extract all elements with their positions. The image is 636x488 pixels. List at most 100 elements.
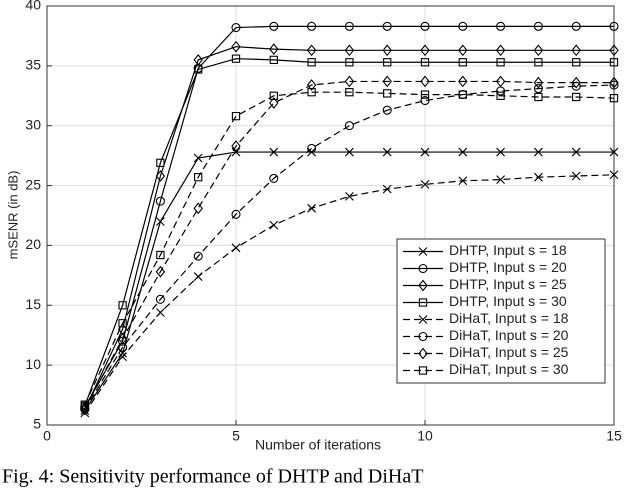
marker xyxy=(269,91,278,100)
marker xyxy=(307,88,316,97)
marker xyxy=(495,44,506,57)
x-tick-label: 5 xyxy=(232,428,240,444)
marker xyxy=(383,89,392,98)
marker xyxy=(496,58,505,67)
marker xyxy=(534,172,543,182)
marker xyxy=(269,43,279,55)
marker xyxy=(534,147,543,157)
marker xyxy=(306,44,317,57)
marker xyxy=(117,332,128,345)
marker xyxy=(496,21,506,31)
x-tick-label: 15 xyxy=(606,428,622,444)
marker xyxy=(496,175,505,184)
marker xyxy=(193,272,203,281)
marker xyxy=(269,147,279,157)
marker xyxy=(420,58,430,67)
marker xyxy=(533,44,544,57)
marker xyxy=(572,92,581,102)
marker xyxy=(383,58,392,67)
legend-marker xyxy=(418,279,428,292)
marker xyxy=(572,58,581,67)
y-axis-label: mSENR (in dB) xyxy=(5,171,20,260)
marker xyxy=(344,21,354,31)
marker xyxy=(420,21,430,31)
y-tick-label: 30 xyxy=(25,116,41,132)
legend-marker xyxy=(418,331,428,342)
marker xyxy=(420,90,430,99)
marker xyxy=(420,147,430,157)
series-line xyxy=(84,80,614,409)
marker xyxy=(534,58,543,67)
marker xyxy=(194,65,203,74)
legend-label: DiHaT, Input s = 18 xyxy=(449,310,569,326)
marker xyxy=(231,111,241,121)
marker xyxy=(382,44,392,57)
marker xyxy=(533,21,543,31)
marker xyxy=(344,44,355,57)
y-tick-label: 10 xyxy=(25,356,41,372)
marker xyxy=(118,319,127,328)
marker xyxy=(458,58,467,67)
legend-marker xyxy=(418,366,428,375)
marker xyxy=(458,75,468,88)
y-tick-label: 40 xyxy=(25,0,41,13)
marker xyxy=(571,76,581,89)
marker xyxy=(269,97,279,109)
marker xyxy=(458,90,467,99)
marker xyxy=(420,75,430,88)
marker xyxy=(80,400,89,409)
marker xyxy=(458,21,468,31)
marker xyxy=(306,79,317,91)
marker xyxy=(496,147,505,157)
x-tick-label: 10 xyxy=(417,428,433,444)
marker xyxy=(194,173,203,182)
marker xyxy=(533,76,544,89)
marker xyxy=(571,171,581,181)
marker xyxy=(609,44,619,57)
legend-label: DiHaT, Input s = 30 xyxy=(449,361,569,377)
marker xyxy=(571,21,581,31)
series-line xyxy=(84,84,615,410)
series-line xyxy=(84,174,615,414)
y-tick-label: 5 xyxy=(33,416,41,432)
marker xyxy=(420,179,430,189)
marker xyxy=(231,54,241,63)
plot-frame xyxy=(46,5,615,426)
legend-label: DiHaT, Input s = 25 xyxy=(449,344,569,360)
marker xyxy=(156,250,165,260)
marker xyxy=(571,147,581,157)
series-line xyxy=(84,58,614,407)
marker xyxy=(193,53,203,66)
marker xyxy=(307,203,316,213)
marker xyxy=(231,243,241,253)
legend-label: DHTP, Input s = 18 xyxy=(449,242,567,258)
marker xyxy=(345,191,354,201)
marker xyxy=(269,173,279,183)
legend-marker xyxy=(418,315,428,324)
y-tick-label: 20 xyxy=(25,236,41,252)
marker xyxy=(345,88,354,97)
marker xyxy=(533,84,543,94)
marker xyxy=(345,58,354,67)
marker xyxy=(609,21,619,31)
marker xyxy=(609,80,619,90)
series-line xyxy=(84,25,614,408)
y-tick-label: 15 xyxy=(25,296,41,312)
marker xyxy=(155,265,166,278)
marker xyxy=(231,209,241,219)
marker xyxy=(609,58,619,67)
legend-marker xyxy=(418,247,428,256)
marker xyxy=(382,21,392,31)
marker xyxy=(193,153,203,163)
marker xyxy=(156,158,165,167)
marker xyxy=(420,44,430,57)
marker xyxy=(571,44,581,57)
marker xyxy=(345,147,354,157)
marker xyxy=(80,402,90,415)
legend-label: DiHaT, Input s = 20 xyxy=(449,327,569,343)
legend-label: DHTP, Input s = 20 xyxy=(449,259,567,275)
legend-marker xyxy=(418,263,428,274)
marker xyxy=(193,251,203,261)
marker xyxy=(496,91,505,100)
